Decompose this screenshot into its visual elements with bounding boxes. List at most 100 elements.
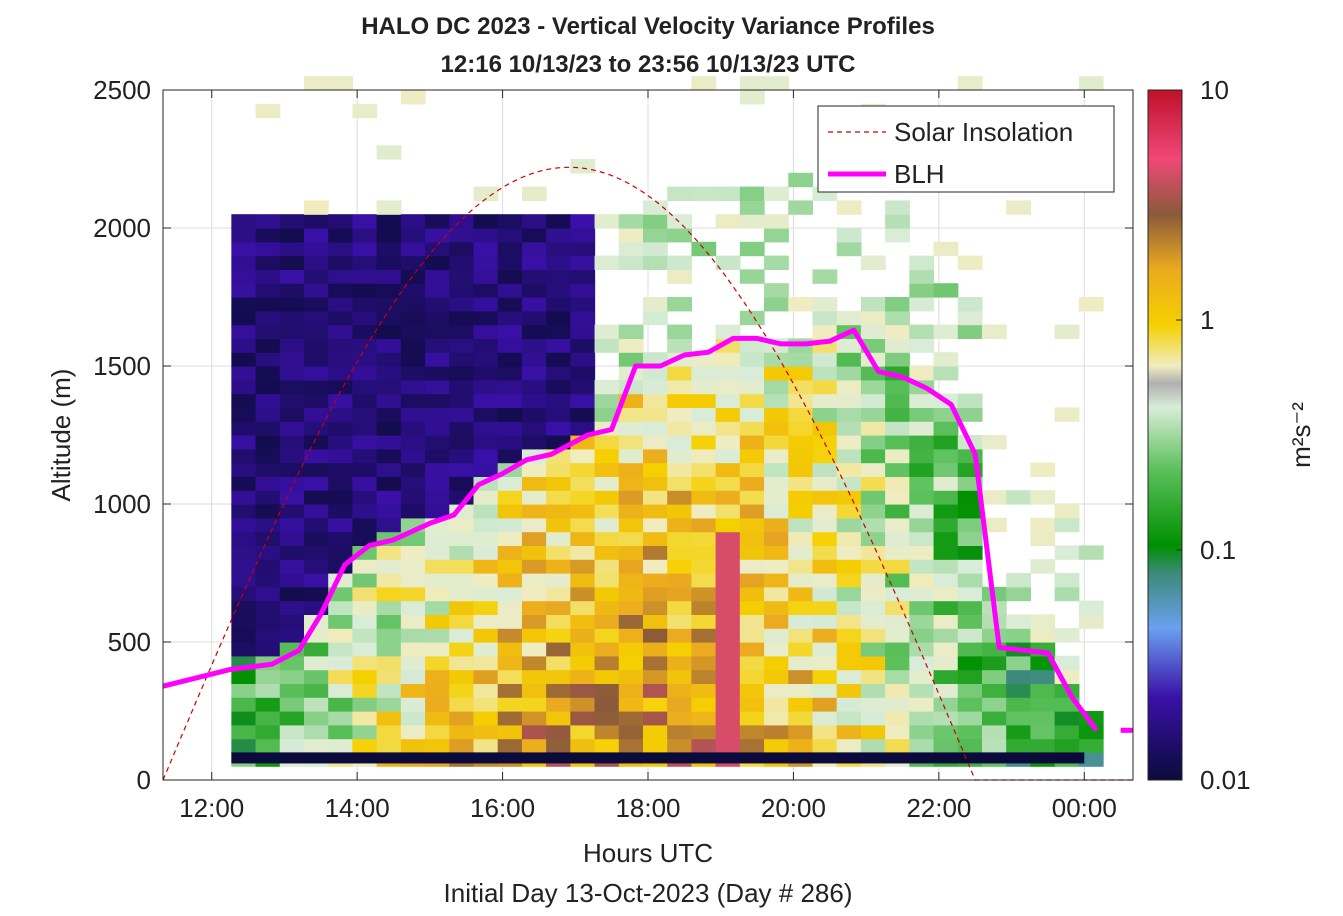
heatmap-cell [764,724,789,740]
heatmap-cell [352,103,378,119]
heatmap-cell [739,586,765,602]
heatmap-cell [400,448,426,464]
heatmap-cell [1030,559,1056,574]
heatmap-cell [521,338,547,353]
heatmap-cell [667,228,693,243]
heatmap-cell [279,614,305,629]
heatmap-cell [618,504,644,519]
heatmap-cell [1030,711,1056,726]
heatmap-cell [957,297,983,312]
heatmap-cell [933,352,959,367]
heatmap-cell [546,462,571,477]
heatmap-cell [255,724,281,740]
heatmap-cell [860,517,886,533]
heatmap-cell [279,407,305,422]
heatmap-cell [642,697,668,712]
heatmap-cell [885,614,910,629]
legend-label: Solar Insolation [894,117,1073,147]
heatmap-cell [255,683,281,698]
heatmap-cell [594,407,620,422]
heatmap-cell [957,448,983,464]
heatmap-cell [1030,531,1056,546]
heatmap-cell [231,228,257,243]
heatmap-cell [376,504,402,519]
heatmap-cell [449,724,475,740]
heatmap-cell [618,545,644,560]
heatmap-cell [231,697,257,712]
heatmap-cell [328,324,354,339]
heatmap-cell [885,724,910,740]
heatmap-cell [836,241,862,257]
heatmap-cell [425,283,450,298]
heatmap-cell [618,573,644,588]
heatmap-cell [473,545,499,560]
heatmap-cell [521,517,547,533]
heatmap-cell [497,338,523,353]
heatmap-cell [642,642,668,657]
heatmap-cell [885,711,910,726]
heatmap-cell [328,407,354,422]
heatmap-cell [618,614,644,629]
heatmap-cell [352,504,378,519]
heatmap-cell [618,724,644,740]
heatmap-cell [764,462,789,477]
heatmap-cell [933,573,959,588]
heatmap-cell [570,642,596,657]
heatmap-cell [400,738,426,753]
heatmap-cell [425,379,450,395]
heatmap-cell [521,490,547,505]
heatmap-cell [715,490,741,505]
heatmap-cell [812,573,838,588]
heatmap-cell [279,214,305,229]
heatmap-cell [909,435,935,450]
heatmap-cell [546,559,571,574]
heatmap-cell [279,421,305,436]
heatmap-cell [352,683,378,698]
heatmap-cell [521,531,547,546]
heatmap-cell [449,366,475,381]
heatmap-cell [909,448,935,464]
heatmap-cell [981,435,1007,450]
heatmap-cell [691,669,717,684]
solar-insolation-line [162,166,1133,781]
heatmap-cell [957,573,983,588]
heatmap-cell [473,228,499,243]
heatmap-cell [739,573,765,588]
heatmap-cell [739,476,765,491]
heatmap-cell [376,476,402,491]
heatmap-cell [812,724,838,740]
heatmap-cell [376,228,402,243]
heatmap-cell [521,559,547,574]
heatmap-cell [909,628,935,643]
heatmap-cell [812,711,838,726]
heatmap-cell [546,476,571,491]
heatmap-cell [376,614,402,629]
heatmap-cell [521,214,547,229]
heatmap-cell [279,531,305,546]
heatmap-cell [860,683,886,698]
heatmap-cell [909,504,935,519]
heatmap-cell [279,697,305,712]
heatmap-cell [812,393,838,408]
heatmap-cell [691,435,717,450]
heatmap-cell [570,517,596,533]
heatmap-cell [449,711,475,726]
heatmap-cell [303,517,329,533]
heatmap-cell [957,614,983,629]
heatmap-cell [473,407,499,422]
heatmap-cell [618,338,644,353]
heatmap-cell [715,545,741,560]
heatmap-cell [303,504,329,519]
heatmap-cell [400,600,426,615]
heatmap-cell [667,628,693,643]
axes: 12:00 14:00 16:00 18:00 20:00 22:00 00:00 0 500 1… [93,75,1134,823]
heatmap-cell [546,614,571,629]
heatmap-cell [255,421,281,436]
heatmap-cell [255,214,281,229]
heatmap-cell [860,407,886,422]
heatmap-cell [812,697,838,712]
heatmap-cell [860,448,886,464]
heatmap-cell [618,352,644,367]
heatmap-cell [231,683,257,698]
heatmap-cell [642,407,668,422]
